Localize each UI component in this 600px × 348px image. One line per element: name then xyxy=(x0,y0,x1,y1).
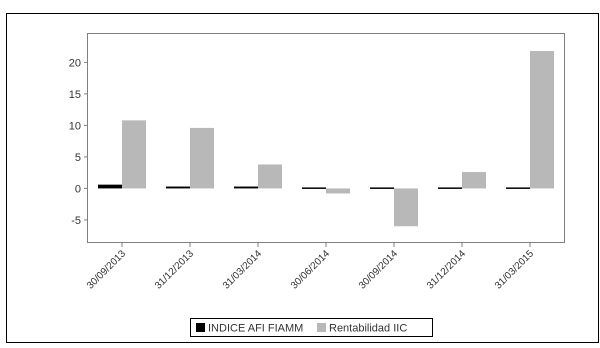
x-tick-label: 31/12/2014 xyxy=(425,248,468,291)
x-tick-label: 30/06/2014 xyxy=(289,248,332,291)
bar-series-2 xyxy=(122,120,146,189)
bar-series-2 xyxy=(190,127,214,189)
bar-series-1 xyxy=(506,187,530,189)
plot-area xyxy=(87,33,565,243)
y-tick-label: -5 xyxy=(71,215,81,227)
bar-series-2 xyxy=(326,188,350,194)
bar-series-1 xyxy=(234,186,258,189)
x-tick-label: 30/09/2014 xyxy=(357,248,400,291)
legend-label-series-1: INDICE AFI FIAMM xyxy=(208,323,303,335)
bar-series-1 xyxy=(166,186,190,189)
legend-swatch-series-2 xyxy=(317,323,326,332)
x-tick-label: 31/03/2014 xyxy=(221,248,264,291)
x-tick-label: 31/12/2013 xyxy=(153,248,196,291)
y-tick-label: 15 xyxy=(69,89,81,101)
y-tick-label: 10 xyxy=(69,120,81,132)
bars xyxy=(98,51,554,227)
y-tick-label: 20 xyxy=(69,57,81,69)
legend-swatch-series-1 xyxy=(196,323,205,332)
legend-box xyxy=(190,318,433,337)
x-tick-label: 30/09/2013 xyxy=(85,248,128,291)
y-tick-label: 0 xyxy=(75,183,81,195)
bar-series-2 xyxy=(394,188,418,227)
bar-series-2 xyxy=(530,51,554,189)
y-axis: -5 0 5 10 15 20 xyxy=(69,57,88,227)
bar-series-1 xyxy=(370,187,394,189)
bar-series-1 xyxy=(98,184,122,189)
bar-series-1 xyxy=(438,187,462,189)
legend-label-series-2: Rentabilidad IIC xyxy=(329,323,407,335)
y-tick-label: 5 xyxy=(75,152,81,164)
bar-series-2 xyxy=(462,172,486,189)
x-axis: 30/09/2013 31/12/2013 31/03/2014 30/06/2014… xyxy=(85,242,536,292)
bar-series-1 xyxy=(302,187,326,189)
bar-series-2 xyxy=(258,164,282,189)
legend: INDICE AFI FIAMM Rentabilidad IIC xyxy=(190,318,433,337)
x-tick-label: 31/03/2015 xyxy=(493,248,536,291)
